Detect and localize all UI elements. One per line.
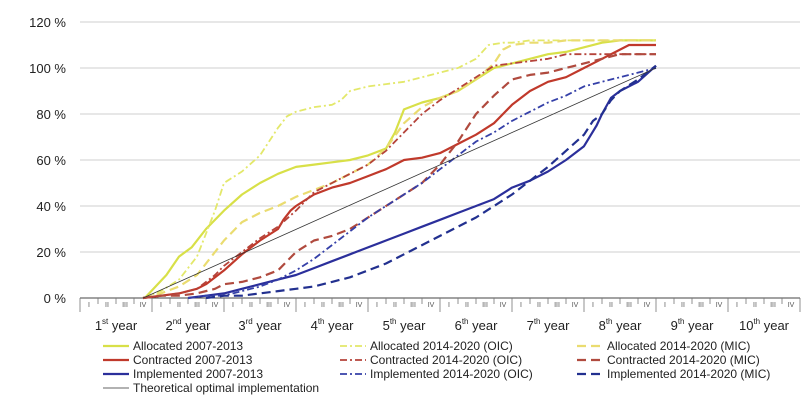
quarter-label: III xyxy=(698,302,704,309)
legend-label: Contracted 2014-2020 (MIC) xyxy=(607,353,760,367)
quarter-label: II xyxy=(681,302,685,309)
quarter-label: III xyxy=(482,302,488,309)
series-line-contracted-2007-2013 xyxy=(142,43,656,300)
quarter-label: II xyxy=(105,302,109,309)
series-lines xyxy=(142,39,657,300)
y-tick-label: 120 % xyxy=(29,15,66,30)
year-label: 7th year xyxy=(527,317,570,333)
legend-label: Allocated 2007-2013 xyxy=(133,339,243,353)
quarter-label: I xyxy=(592,302,594,309)
legend-label: Implemented 2014-2020 (OIC) xyxy=(370,367,533,381)
quarter-label: IV xyxy=(788,302,795,309)
quarter-label: I xyxy=(88,302,90,309)
year-label: 2nd year xyxy=(165,317,211,333)
quarter-label: III xyxy=(266,302,272,309)
quarter-label: II xyxy=(249,302,253,309)
quarter-label: III xyxy=(626,302,632,309)
quarter-label: II xyxy=(753,302,757,309)
y-tick-label: 80 % xyxy=(36,107,66,122)
quarter-label: II xyxy=(177,302,181,309)
year-label: 10th year xyxy=(739,317,790,333)
legend-label: Theoretical optimal implementation xyxy=(133,381,319,395)
quarter-label: I xyxy=(304,302,306,309)
year-label: 5th year xyxy=(383,317,426,333)
y-tick-label: 60 % xyxy=(36,153,66,168)
legend-label: Contracted 2014-2020 (OIC) xyxy=(370,353,522,367)
quarter-label: IV xyxy=(356,302,363,309)
quarter-label: I xyxy=(160,302,162,309)
legend-label: Allocated 2014-2020 (MIC) xyxy=(607,339,750,353)
quarter-label: IV xyxy=(500,302,507,309)
x-axis-labels: I II III IV I II III IV I II III IV I II III IV I II III IV… xyxy=(88,302,795,333)
legend-label: Implemented 2014-2020 (MIC) xyxy=(607,367,770,381)
quarter-label: I xyxy=(520,302,522,309)
quarter-label: III xyxy=(338,302,344,309)
series-line-allocated-2007-2013 xyxy=(143,39,656,299)
year-label: 1st year xyxy=(95,317,138,333)
year-label: 6th year xyxy=(455,317,498,333)
y-tick-label: 100 % xyxy=(29,61,66,76)
series-line-contracted-2014-2020-mic xyxy=(142,53,656,300)
axes: 0 % 20 % 40 % 60 % 80 % 100 % 120 % xyxy=(29,15,801,312)
quarter-label: IV xyxy=(572,302,579,309)
year-label: 8th year xyxy=(599,317,642,333)
quarter-label: III xyxy=(554,302,560,309)
quarter-label: III xyxy=(410,302,416,309)
legend-label: Contracted 2007-2013 xyxy=(133,353,253,367)
quarter-label: II xyxy=(321,302,325,309)
quarter-label: IV xyxy=(284,302,291,309)
series-line-implemented-2014-2020-oic xyxy=(187,67,657,299)
quarter-label: III xyxy=(770,302,776,309)
quarter-label: I xyxy=(664,302,666,309)
y-tick-label: 40 % xyxy=(36,199,66,214)
series-line-allocated-2014-2020-oic xyxy=(142,39,656,299)
quarter-label: I xyxy=(736,302,738,309)
gridlines xyxy=(80,21,800,299)
quarter-label: II xyxy=(609,302,613,309)
y-tick-label: 0 % xyxy=(44,291,67,306)
quarter-label: III xyxy=(194,302,200,309)
legend-label: Allocated 2014-2020 (OIC) xyxy=(370,339,513,353)
quarter-label: IV xyxy=(716,302,723,309)
year-label: 9th year xyxy=(671,317,714,333)
series-line-implemented-2014-2020-mic xyxy=(205,64,657,300)
quarter-label: IV xyxy=(212,302,219,309)
series-line-theoretical-optimal-implementation xyxy=(142,67,657,299)
legend: Allocated 2007-2013 Allocated 2014-2020 (… xyxy=(103,339,770,395)
y-tick-label: 20 % xyxy=(36,245,66,260)
quarter-label: I xyxy=(448,302,450,309)
quarter-label: I xyxy=(376,302,378,309)
series-line-contracted-2014-2020-oic xyxy=(142,53,656,299)
year-label: 4th year xyxy=(311,317,354,333)
quarter-label: II xyxy=(537,302,541,309)
quarter-label: IV xyxy=(644,302,651,309)
quarter-label: IV xyxy=(428,302,435,309)
legend-label: Implemented 2007-2013 xyxy=(133,367,263,381)
year-label: 3rd year xyxy=(238,317,282,333)
quarter-label: I xyxy=(232,302,234,309)
quarter-label: III xyxy=(122,302,128,309)
quarter-label: II xyxy=(393,302,397,309)
quarter-label: II xyxy=(465,302,469,309)
series-line-allocated-2014-2020-mic xyxy=(142,39,656,300)
quarter-label: IV xyxy=(140,302,147,309)
